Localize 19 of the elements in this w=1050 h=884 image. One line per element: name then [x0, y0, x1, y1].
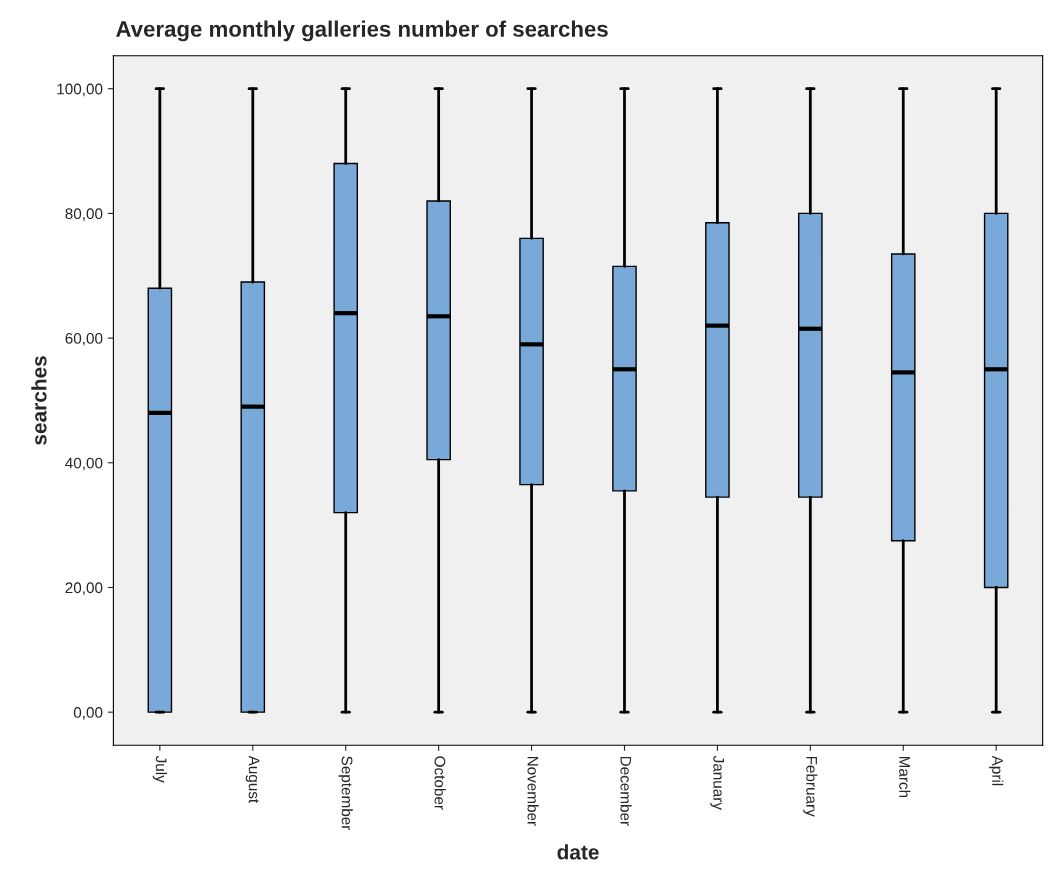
x-tick-label: February: [803, 756, 818, 817]
y-tick-label: 40,00: [65, 457, 103, 471]
x-tick-label: August: [245, 755, 260, 804]
chart-title: Average monthly galleries number of searches: [116, 20, 608, 42]
y-axis-title: searches: [31, 356, 47, 445]
x-tick-label: October: [434, 756, 446, 810]
x-tick-label: November: [527, 756, 539, 826]
x-axis-title: date: [557, 844, 599, 860]
y-tick-label: 100,00: [57, 83, 103, 97]
x-tick-label: March: [899, 756, 911, 798]
x-tick-label: July: [152, 755, 167, 783]
x-tick-label: January: [710, 755, 724, 810]
x-tick-label: September: [338, 756, 353, 831]
y-tick-label: 20,00: [65, 582, 103, 595]
y-tick-label: 0,00: [73, 707, 103, 720]
y-tick-label: 60,00: [65, 332, 103, 346]
x-tick-label: April: [989, 755, 1004, 786]
x-tick-label: December: [620, 756, 632, 826]
y-tick-label: 80,00: [65, 208, 103, 221]
